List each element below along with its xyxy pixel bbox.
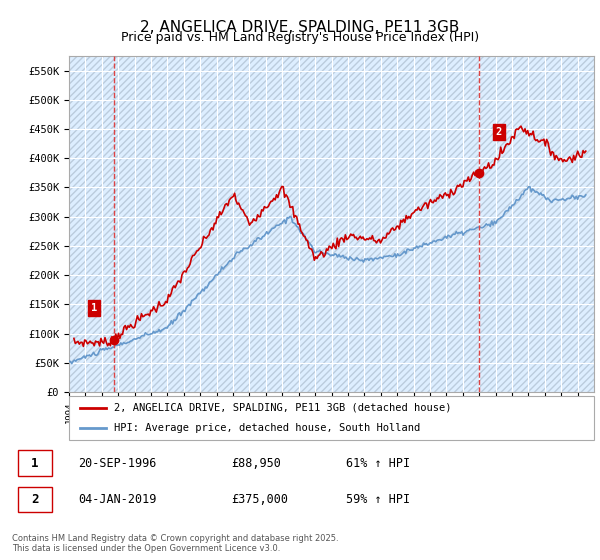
Text: Price paid vs. HM Land Registry's House Price Index (HPI): Price paid vs. HM Land Registry's House … (121, 31, 479, 44)
Text: 2: 2 (496, 127, 502, 137)
FancyBboxPatch shape (18, 487, 52, 512)
Text: 20-SEP-1996: 20-SEP-1996 (78, 456, 157, 469)
Text: 61% ↑ HPI: 61% ↑ HPI (346, 456, 410, 469)
FancyBboxPatch shape (18, 450, 52, 476)
Text: 2, ANGELICA DRIVE, SPALDING, PE11 3GB (detached house): 2, ANGELICA DRIVE, SPALDING, PE11 3GB (d… (113, 403, 451, 413)
Text: 1: 1 (91, 303, 97, 313)
Text: 2: 2 (31, 493, 39, 506)
Text: 2, ANGELICA DRIVE, SPALDING, PE11 3GB: 2, ANGELICA DRIVE, SPALDING, PE11 3GB (140, 20, 460, 35)
FancyBboxPatch shape (69, 396, 594, 440)
Text: £88,950: £88,950 (231, 456, 281, 469)
Text: 1: 1 (31, 456, 39, 469)
Text: 59% ↑ HPI: 59% ↑ HPI (346, 493, 410, 506)
Text: Contains HM Land Registry data © Crown copyright and database right 2025.
This d: Contains HM Land Registry data © Crown c… (12, 534, 338, 553)
Text: HPI: Average price, detached house, South Holland: HPI: Average price, detached house, Sout… (113, 423, 420, 433)
Text: £375,000: £375,000 (231, 493, 288, 506)
Text: 04-JAN-2019: 04-JAN-2019 (78, 493, 157, 506)
